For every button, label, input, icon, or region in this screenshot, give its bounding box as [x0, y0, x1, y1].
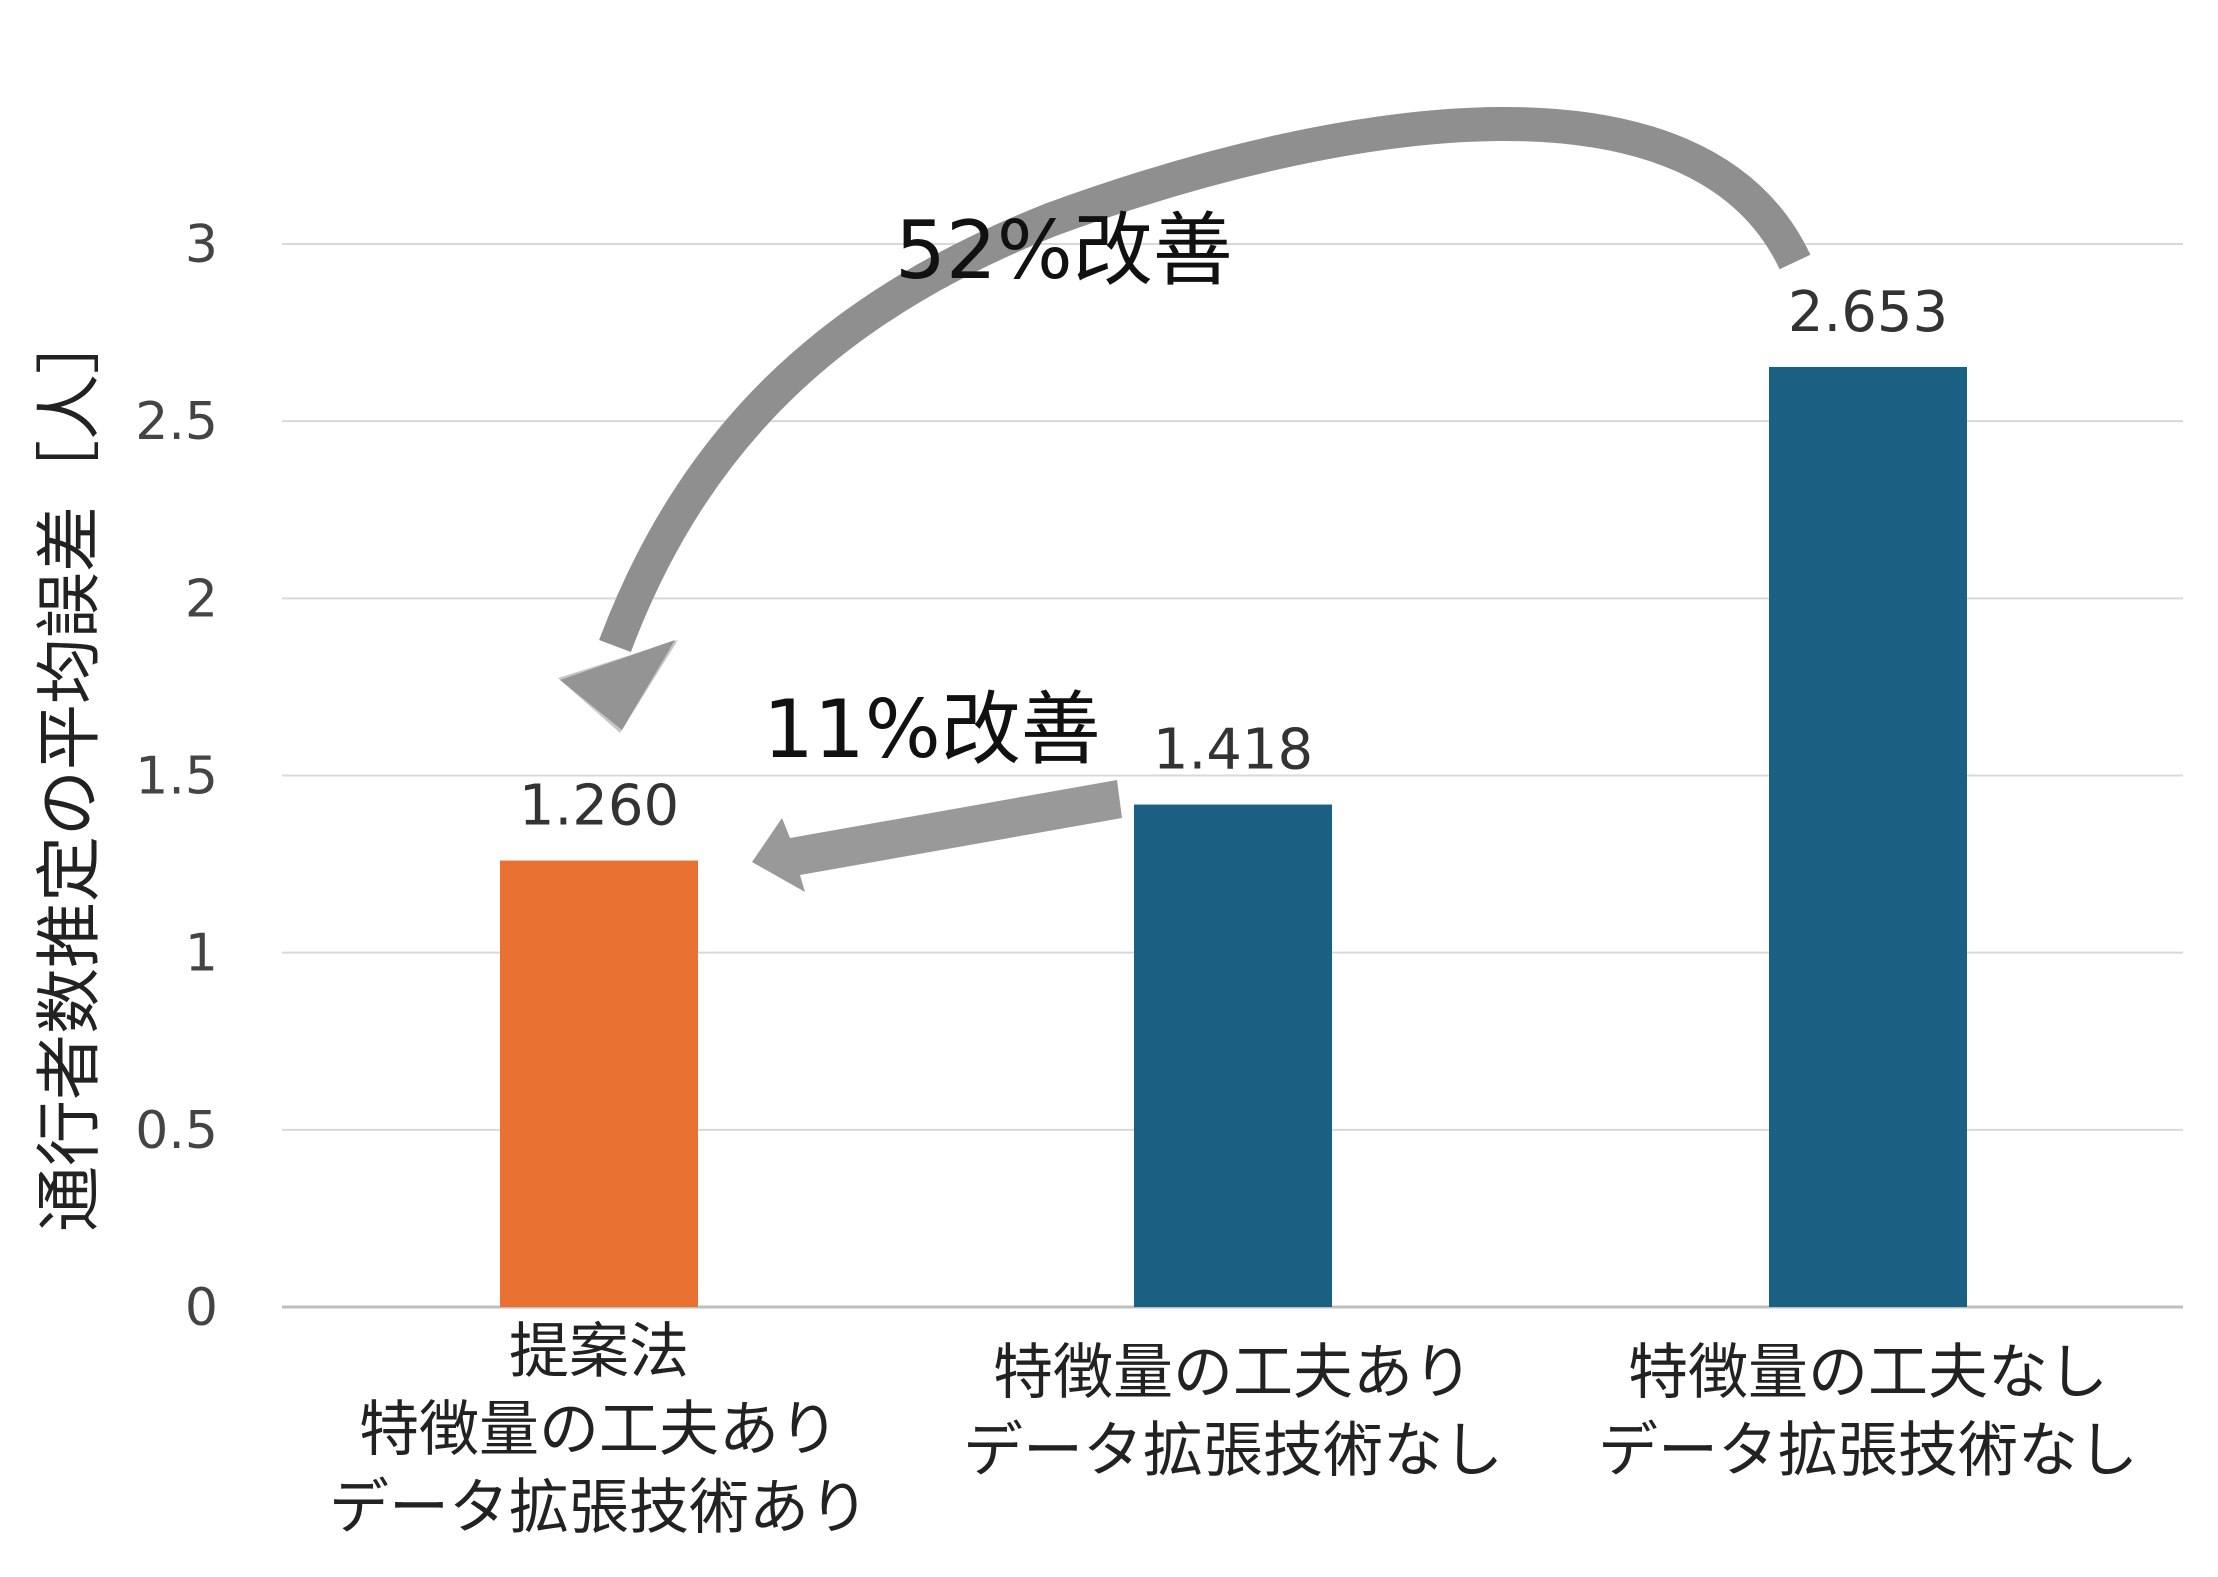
x-axis-category-labels: 提案法特徴量の工夫ありデータ拡張技術あり特徴量の工夫ありデータ拡張技術なし特徴量… [329, 1317, 2138, 1543]
y-tick-label: 2.5 [135, 392, 218, 452]
data-label: 1.418 [1153, 718, 1313, 783]
y-axis-label: 通行者数推定の平均誤差［人］ [31, 308, 108, 1232]
x-category-label: データ拡張技術なし [963, 1416, 1503, 1486]
annotation-52-percent: 52%改善 [895, 204, 1233, 297]
x-category-label: データ拡張技術なし [1598, 1416, 2138, 1486]
y-tick-label: 0.5 [135, 1101, 218, 1161]
improvement-arrows [558, 107, 1811, 892]
y-tick-label: 1.5 [135, 747, 218, 807]
y-tick-label: 1 [185, 924, 218, 984]
data-labels: 1.260 1.418 2.653 [519, 280, 1948, 839]
x-category-label: 提案法 [509, 1317, 689, 1387]
bars [500, 366, 1967, 1307]
x-category-label: 特徴量の工夫なし [1628, 1338, 2108, 1408]
x-category-label: データ拡張技術あり [329, 1473, 869, 1543]
data-label: 1.260 [519, 774, 679, 839]
x-category-label: 特徴量の工夫あり [993, 1338, 1473, 1408]
bar [1134, 804, 1332, 1307]
arrow-11-percent [752, 780, 1122, 892]
y-tick-label: 0 [185, 1278, 218, 1338]
y-tick-label: 3 [185, 215, 218, 275]
annotation-11-percent: 11%改善 [763, 683, 1101, 776]
arrow-52-percent-head-shade [558, 640, 678, 733]
y-tick-label: 2 [185, 569, 218, 629]
data-label: 2.653 [1788, 280, 1948, 345]
y-axis-ticks: 0 0.5 1 1.5 2 2.5 3 [135, 215, 218, 1338]
x-category-label: 特徴量の工夫あり [359, 1395, 839, 1465]
bar [1769, 366, 1967, 1307]
bar [500, 860, 698, 1307]
arrow-52-percent-shaft [599, 107, 1811, 652]
